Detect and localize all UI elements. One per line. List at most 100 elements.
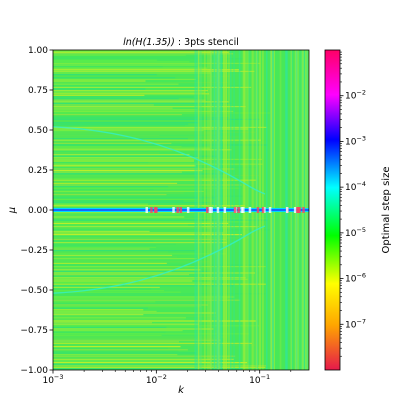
heatmap-stripe (53, 339, 221, 341)
heatmap-stripe (53, 134, 160, 136)
heatmap-stripe (53, 189, 154, 191)
y-tick-label: −0.50 (20, 286, 48, 296)
heatmap-stripe (53, 136, 242, 138)
heatmap-stripe (53, 112, 271, 114)
heatmap-stripe (53, 304, 209, 306)
title-suffix: : 3pts stencil (175, 37, 239, 48)
heatmap-stripe (53, 274, 189, 276)
heatmap-stripe (53, 157, 199, 159)
heatmap-stripe (53, 93, 210, 95)
heatmap-stripe (53, 198, 199, 200)
heatmap-stripe (53, 330, 183, 332)
heatmap-stripe (53, 94, 145, 96)
heatmap-stripe (53, 237, 251, 239)
heatmap-stripe (53, 78, 197, 80)
mu-zero-speck (150, 207, 153, 213)
heatmap-stripe (53, 224, 189, 226)
heatmap-stripe (53, 139, 261, 141)
heatmap-stripe (53, 362, 248, 364)
heatmap-stripe (53, 58, 244, 60)
heatmap-stripe (53, 184, 242, 186)
heatmap-stripe (53, 53, 234, 55)
y-axis-label: μ (7, 207, 18, 214)
y-tick-label: −1.00 (20, 366, 48, 376)
heatmap-stripe (53, 310, 157, 312)
heatmap-stripe (53, 226, 259, 228)
heatmap-stripe (53, 312, 216, 314)
heatmap-stripe (53, 240, 154, 242)
heatmap-stripe (53, 70, 255, 72)
heatmap-stripe (53, 125, 185, 127)
heatmap-stripe (53, 107, 173, 109)
mu-zero-speck (154, 207, 157, 213)
heatmap-stripe (53, 264, 261, 266)
y-tick-label: 1.00 (28, 46, 48, 56)
heatmap-stripe (53, 298, 228, 300)
heatmap-stripe (53, 349, 188, 351)
heatmap-stripe (53, 160, 194, 162)
heatmap-stripe (53, 293, 266, 295)
heatmap-stripe (53, 238, 226, 240)
heatmap-stripe (53, 294, 198, 296)
colorbar (325, 50, 340, 370)
heatmap-stripe (53, 162, 149, 164)
heatmap-stripe (53, 341, 179, 343)
colorbar-tick-label: 10−7 (345, 317, 366, 330)
y-tick-label: 0.50 (28, 126, 48, 136)
heatmap-stripe (53, 83, 179, 85)
heatmap-stripe (53, 270, 212, 272)
heatmap-stripe (53, 331, 166, 333)
heatmap-stripe (53, 104, 154, 106)
heatmap-stripe (53, 56, 217, 58)
heatmap-stripe (53, 182, 178, 184)
heatmap-stripe (53, 85, 246, 87)
heatmap-stripe (53, 256, 178, 258)
heatmap-stripe (53, 262, 167, 264)
heatmap-stripe (53, 102, 232, 104)
heatmap-stripe (53, 309, 144, 311)
heatmap-stripe (53, 358, 234, 360)
mu-zero-speck (210, 207, 213, 213)
heatmap-stripe (53, 245, 157, 247)
heatmap-stripe (53, 173, 223, 175)
heatmap-stripe (53, 80, 146, 82)
heatmap-stripe (53, 299, 241, 301)
heatmap-stripe (53, 272, 256, 274)
heatmap-stripe (53, 165, 196, 167)
heatmap-stripe (53, 117, 229, 119)
heatmap-stripe (53, 326, 167, 328)
heatmap-stripe (53, 344, 257, 346)
heatmap-stripe (53, 302, 200, 304)
heatmap-stripe (53, 163, 263, 165)
heatmap-stripe (53, 328, 214, 330)
heatmap-stripe (53, 150, 160, 152)
heatmap-stripe (53, 354, 178, 356)
colorbar-tick-label: 10−5 (345, 226, 366, 239)
heatmap-stripe (53, 315, 220, 317)
heatmap-stripe (53, 50, 224, 52)
heatmap-stripe (53, 323, 199, 325)
heatmap-stripe (53, 96, 194, 98)
heatmap-stripe (53, 130, 204, 132)
mu-zero-speck (248, 207, 252, 213)
heatmap-stripe (53, 214, 164, 216)
heatmap-stripe (53, 296, 235, 298)
heatmap-stripe (53, 251, 169, 253)
heatmap-stripe (53, 366, 266, 368)
y-tick-label: −0.25 (20, 246, 48, 256)
heatmap-stripe (53, 221, 250, 223)
mu-zero-speck (242, 207, 245, 213)
heatmap-stripe (53, 90, 208, 92)
heatmap-stripe (53, 334, 162, 336)
heatmap-stripe (53, 91, 206, 93)
heatmap-stripe (53, 101, 229, 103)
heatmap-stripe (53, 206, 229, 208)
heatmap-stripe (53, 120, 216, 122)
heatmap-stripe (53, 67, 208, 69)
y-axis: 1.00 0.75 0.50 0.25 0.00 −0.25 −0.50 −0.75 −1.00 (20, 46, 53, 376)
heatmap-stripe (53, 176, 227, 178)
heatmap-stripe (53, 166, 258, 168)
x-axis-label: k (178, 385, 185, 396)
mu-zero-speck (233, 207, 237, 213)
heatmap-stripe (53, 179, 257, 181)
